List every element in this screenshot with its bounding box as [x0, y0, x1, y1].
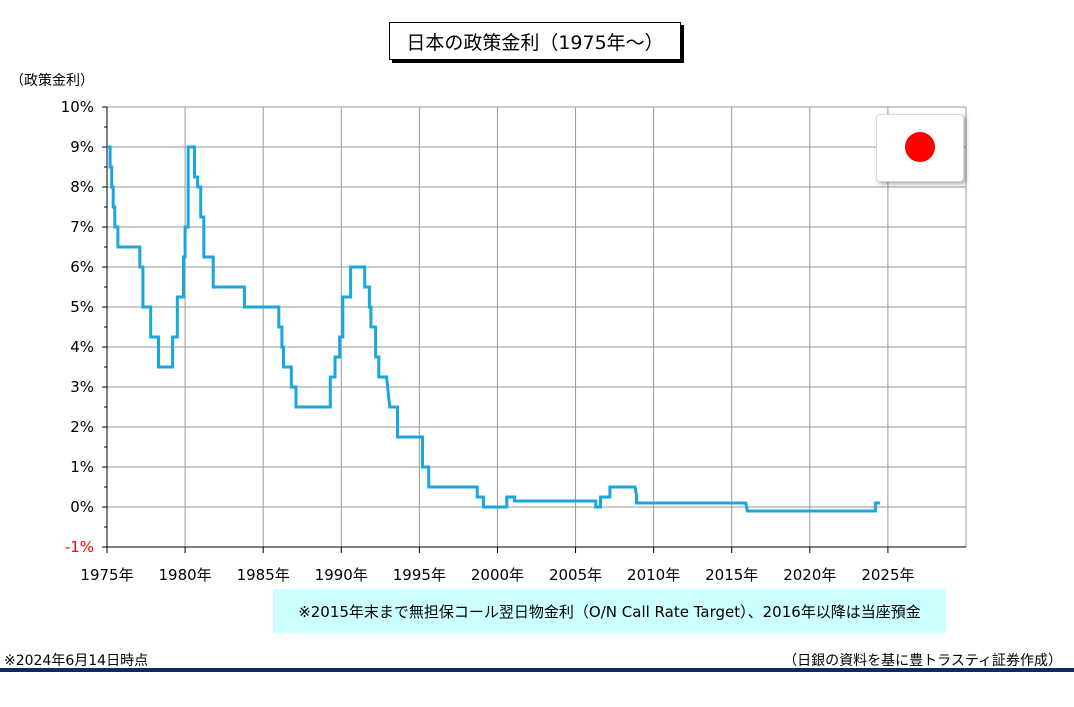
y-tick-label: 8%: [70, 178, 94, 196]
japan-flag-icon: [905, 132, 935, 162]
x-tick-label: 1985年: [237, 566, 290, 584]
x-tick-label: 1990年: [315, 566, 368, 584]
x-tick-label: 2020年: [783, 566, 836, 584]
series-definition-note: ※2015年末まで無担保コール翌日物金利（O/N Call Rate Targe…: [273, 589, 946, 633]
y-tick-label: 2%: [70, 418, 94, 436]
policy-rate-series-line: [107, 145, 881, 513]
y-tick-label: 5%: [70, 298, 94, 316]
x-tick-label: 1995年: [393, 566, 446, 584]
y-tick-label: 3%: [70, 378, 94, 396]
japan-flag-card: [876, 114, 964, 182]
y-tick-label: 9%: [70, 138, 94, 156]
y-tick-label: 4%: [70, 338, 94, 356]
chart-axes: 10% 9% 8% 7% 6% 5% 4% 3% 2% 1% 0% -1% 1975年 1980年 1985…: [61, 98, 966, 584]
chart-title: 日本の政策金利（1975年～）: [389, 22, 681, 60]
policy-rate-line-chart: 10% 9% 8% 7% 6% 5% 4% 3% 2% 1% 0% -1% 1975年 1980年 1985…: [61, 98, 967, 584]
x-tick-label: 2000年: [471, 566, 524, 584]
x-tick-label: 2025年: [861, 566, 914, 584]
y-axis-unit-label: （政策金利）: [10, 73, 94, 89]
as-of-date-note: ※2024年6月14日時点: [4, 653, 149, 669]
x-tick-label: 1975年: [80, 566, 133, 584]
y-tick-label: 1%: [70, 458, 94, 476]
y-tick-label: 7%: [70, 218, 94, 236]
y-tick-label: 6%: [70, 258, 94, 276]
x-tick-label: 2005年: [549, 566, 602, 584]
y-tick-label: 10%: [61, 98, 94, 116]
source-note: （日銀の資料を基に豊トラスティ証券作成）: [783, 653, 1062, 669]
plot-area: [107, 107, 966, 547]
chart-gridlines: [106, 106, 967, 548]
y-tick-label: -1%: [65, 538, 94, 556]
x-tick-label: 1980年: [158, 566, 211, 584]
bottom-divider: [0, 668, 1074, 672]
chart-series: [107, 145, 881, 513]
y-tick-label: 0%: [70, 498, 94, 516]
x-tick-label: 2010年: [627, 566, 680, 584]
x-tick-label: 2015年: [705, 566, 758, 584]
